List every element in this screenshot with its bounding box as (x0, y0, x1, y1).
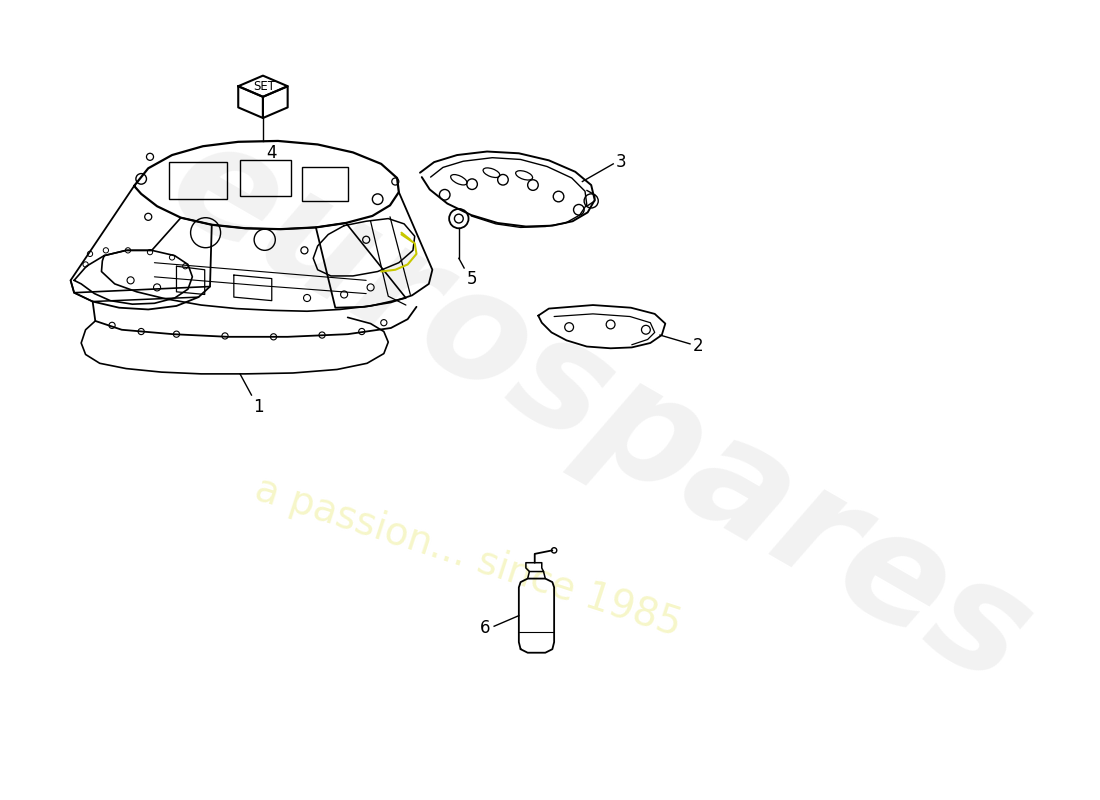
Bar (240, 160, 292, 196)
Text: 4: 4 (266, 145, 277, 162)
Text: SET: SET (253, 80, 275, 93)
Bar (301, 167, 348, 201)
Text: 2: 2 (693, 337, 703, 354)
Bar (169, 162, 227, 199)
Text: 1: 1 (253, 398, 264, 416)
Text: 6: 6 (480, 619, 491, 637)
Text: eurospares: eurospares (144, 105, 1056, 717)
Text: a passion... since 1985: a passion... since 1985 (250, 470, 685, 643)
Text: 3: 3 (616, 153, 627, 171)
Text: 5: 5 (466, 270, 477, 288)
